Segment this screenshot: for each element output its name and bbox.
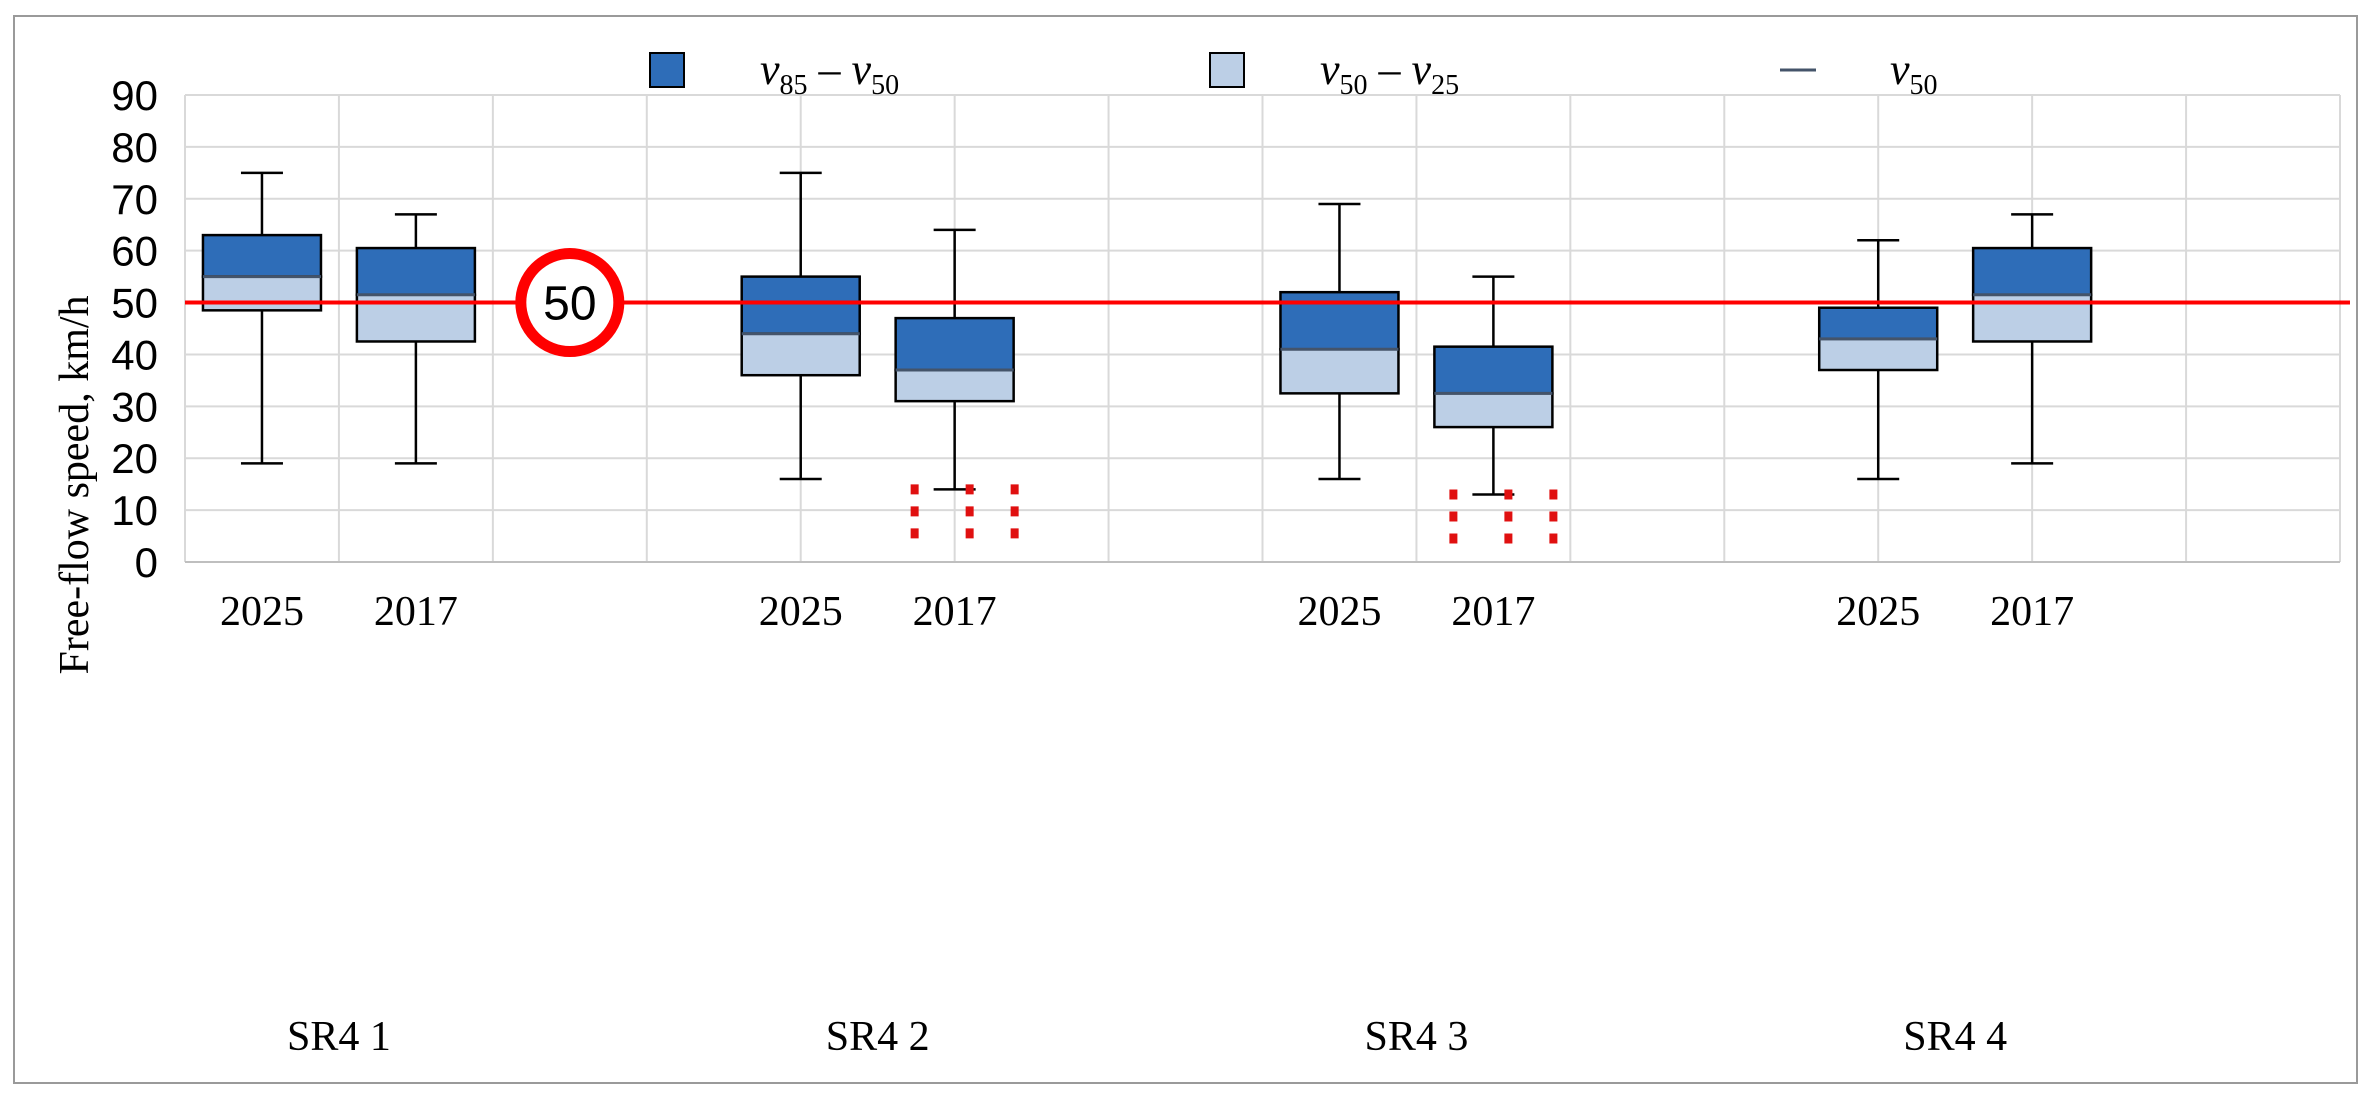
y-tick-label: 70 xyxy=(111,176,158,223)
group-label: SR4 1 xyxy=(287,1014,391,1060)
box-upper xyxy=(201,233,323,278)
y-tick-label: 40 xyxy=(111,331,158,378)
legend: v85 – v50 v50 – v25 v50 xyxy=(649,45,1938,101)
x-tick-year-label: 2017 xyxy=(913,589,997,635)
y-axis-label: Free-flow speed, km/h xyxy=(52,295,98,674)
y-tick-label: 0 xyxy=(135,539,158,586)
group-label: SR4 3 xyxy=(1364,1014,1468,1060)
legend-swatch-upper xyxy=(649,52,685,88)
group-label: SR4 2 xyxy=(826,1014,930,1060)
y-tick-label: 60 xyxy=(111,228,158,275)
y-tick-label: 20 xyxy=(111,435,158,482)
box-upper xyxy=(1971,246,2093,297)
y-tick-label: 80 xyxy=(111,124,158,171)
box-upper xyxy=(894,316,1015,372)
box-lower xyxy=(1433,392,1554,429)
y-tick-label: 50 xyxy=(111,280,158,327)
box-lower xyxy=(740,332,861,377)
speed-limit-sign xyxy=(515,248,625,358)
box-upper xyxy=(355,246,477,297)
x-tick-year-label: 2025 xyxy=(220,589,304,635)
x-tick-year-label: 2017 xyxy=(1990,589,2074,635)
x-tick-year-label: 2025 xyxy=(1297,589,1381,635)
box-lower xyxy=(201,275,323,312)
x-tick-year-label: 2017 xyxy=(1451,589,1535,635)
box-lower xyxy=(894,368,1015,403)
boxes xyxy=(201,171,2093,496)
annotations xyxy=(910,484,1558,550)
speed-limit-sign-text: 50 xyxy=(543,278,596,331)
box-upper xyxy=(1817,306,1939,341)
speed-limit: 50 xyxy=(185,248,2350,358)
box-lower xyxy=(1817,337,1939,372)
box-upper xyxy=(740,275,861,335)
x-tick-year-label: 2025 xyxy=(759,589,843,635)
box-upper xyxy=(1433,345,1554,395)
chart-frame xyxy=(13,15,2358,1084)
legend-swatch-lower xyxy=(1209,52,1245,88)
y-tick-label: 30 xyxy=(111,383,158,430)
y-tick-label: 10 xyxy=(111,487,158,534)
x-tick-year-label: 2017 xyxy=(374,589,458,635)
box-lower xyxy=(1279,348,1400,395)
y-tick-label: 90 xyxy=(111,72,158,119)
legend-label: v50 – v25 xyxy=(1320,45,1459,101)
x-axis-labels: 2025 2017 SR4 1 2025 2017 SR4 2 2025 2017 SR4 3 2… xyxy=(220,589,2074,1060)
legend-label: v85 – v50 xyxy=(760,45,899,101)
legend-label: v50 xyxy=(1890,45,1938,101)
x-tick-year-label: 2025 xyxy=(1836,589,1920,635)
group-label: SR4 4 xyxy=(1903,1014,2007,1060)
